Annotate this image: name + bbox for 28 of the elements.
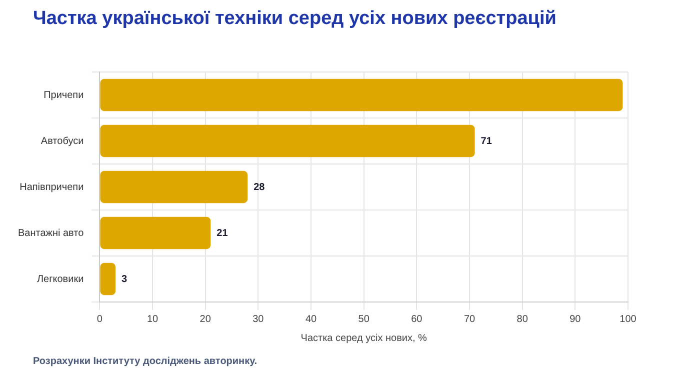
x-tick-label: 60: [411, 314, 423, 325]
y-tick-label: Легковики: [36, 274, 84, 285]
y-tick-label: Причепи: [44, 90, 84, 101]
data-label: 21: [216, 228, 228, 239]
y-tick-label: Напівпричепи: [20, 182, 84, 193]
x-tick-label: 50: [358, 314, 370, 325]
x-tick-label: 70: [464, 314, 476, 325]
y-tick-label: Автобуси: [40, 136, 84, 147]
data-label: 3: [122, 274, 128, 285]
data-label: 28: [254, 182, 266, 193]
x-tick-label: 100: [620, 314, 637, 325]
x-tick-label: 40: [305, 314, 318, 325]
bar: [100, 78, 623, 112]
bar: [100, 124, 475, 158]
bar: [100, 262, 116, 296]
x-tick-label: 90: [570, 314, 582, 325]
x-tick-label: 0: [96, 314, 103, 325]
y-tick-label: Вантажні авто: [18, 228, 84, 239]
chart-title: Частка української техніки серед усіх нових реєстрацій: [33, 8, 556, 30]
x-tick-label: 80: [516, 314, 528, 325]
x-tick-label: 30: [252, 314, 264, 325]
bar: [100, 216, 211, 250]
x-tick-label: 20: [200, 314, 212, 325]
x-tick-label: 10: [146, 314, 159, 325]
x-axis-title: Частка серед усіх нових, %: [300, 332, 428, 344]
data-label: 71: [480, 136, 492, 147]
text: Розрахунки Інституту досліджень авторинку.: [33, 356, 258, 367]
bar: [100, 170, 248, 204]
